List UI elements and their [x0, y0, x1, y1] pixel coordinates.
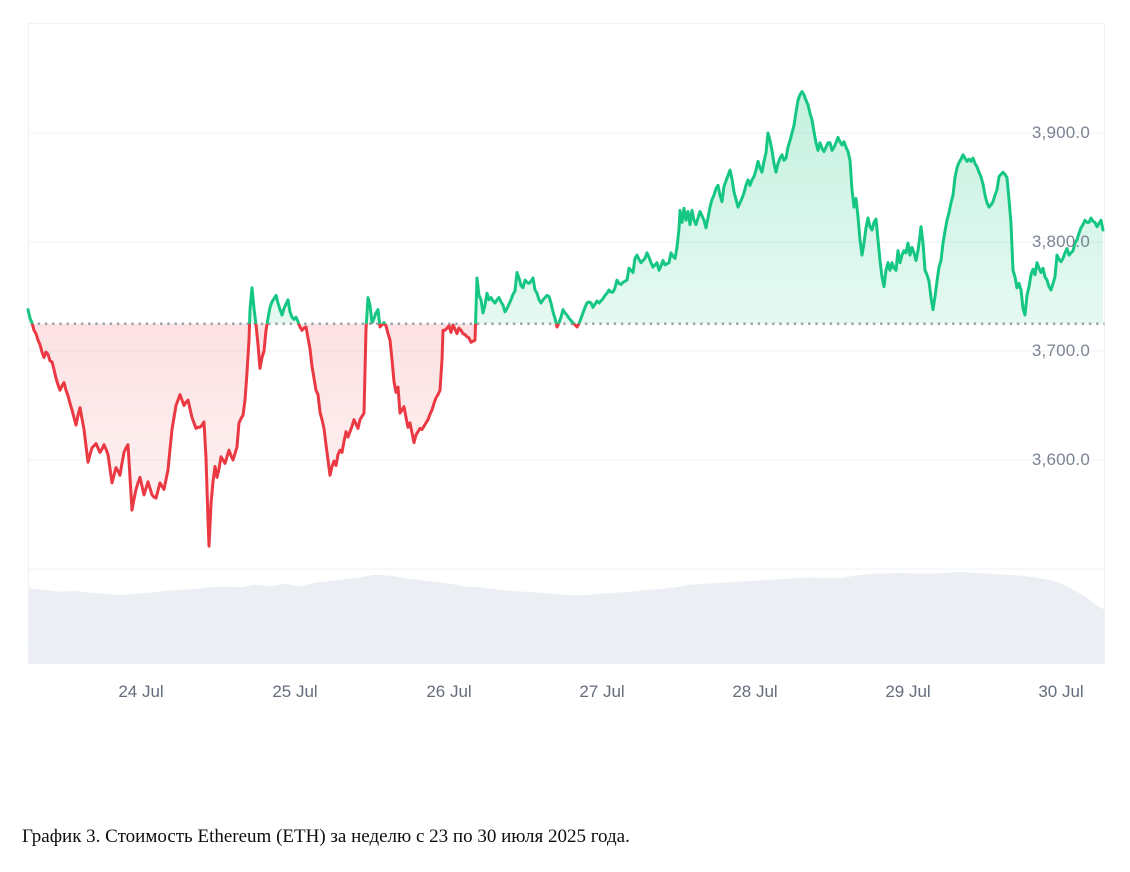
y-tick-label: 3,700.0: [1031, 341, 1090, 360]
x-tick-label: 24 Jul: [118, 682, 164, 701]
area-fill-below-baseline: [28, 323, 1103, 547]
x-tick-label: 26 Jul: [426, 682, 472, 701]
eth-price-chart[interactable]: 3,900.0 3,800.0 3,700.0 3,600.0 24 Jul 25 Ju…: [0, 0, 1130, 701]
price-line-down: [30, 323, 581, 548]
y-tick-label: 3,900.0: [1031, 123, 1090, 142]
chart-caption: График 3. Стоимость Ethereum (ETH) за не…: [22, 826, 630, 847]
x-tick-label: 28 Jul: [732, 682, 778, 701]
x-tick-label: 30 Jul: [1038, 682, 1084, 701]
volume-area: [28, 572, 1105, 664]
y-tick-label: 3,600.0: [1031, 450, 1090, 469]
price-line-up: [26, 90, 1105, 324]
y-tick-label: 3,800.0: [1031, 232, 1090, 251]
x-tick-label: 27 Jul: [579, 682, 625, 701]
x-tick-label: 29 Jul: [885, 682, 931, 701]
price-chart-canvas[interactable]: [0, 0, 1130, 670]
x-tick-label: 25 Jul: [272, 682, 318, 701]
area-fill-above-baseline: [28, 91, 1103, 324]
